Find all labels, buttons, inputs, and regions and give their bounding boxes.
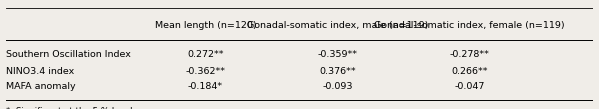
Text: -0.093: -0.093 (322, 82, 353, 91)
Text: Gonadal-somatic index, female (n=119): Gonadal-somatic index, female (n=119) (374, 21, 565, 30)
Text: Gonadal-somatic index, male (n=119): Gonadal-somatic index, male (n=119) (247, 21, 428, 30)
Text: Southern Oscillation Index: Southern Oscillation Index (6, 50, 131, 59)
Text: -0.359**: -0.359** (317, 50, 358, 59)
Text: -0.047: -0.047 (455, 82, 485, 91)
Text: MAFA anomaly: MAFA anomaly (6, 82, 75, 91)
Text: -0.362**: -0.362** (186, 67, 226, 76)
Text: 0.266**: 0.266** (452, 67, 488, 76)
Text: 0.376**: 0.376** (319, 67, 356, 76)
Text: NINO3.4 index: NINO3.4 index (6, 67, 74, 76)
Text: Mean length (n=120): Mean length (n=120) (155, 21, 256, 30)
Text: -0.278**: -0.278** (450, 50, 489, 59)
Text: -0.184*: -0.184* (188, 82, 223, 91)
Text: 0.272**: 0.272** (187, 50, 224, 59)
Text: *: Significant at the 5 % level.: *: Significant at the 5 % level. (6, 107, 135, 109)
